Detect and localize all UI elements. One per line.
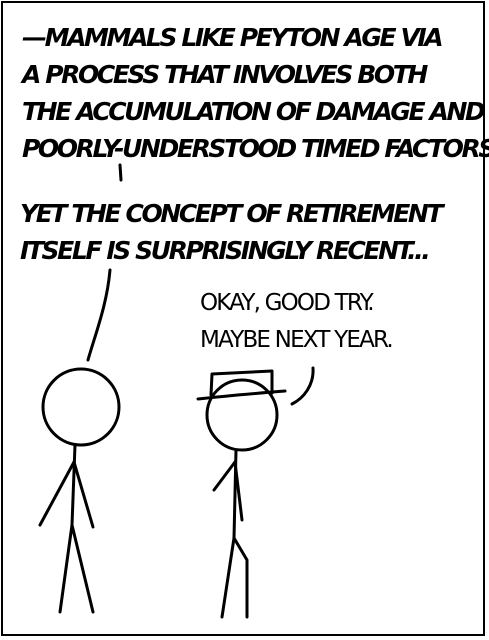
- speech-text-left-speaker: —Mammals like Peyton age via a process t…: [22, 19, 489, 167]
- speech-line: itself is surprisingly recent...: [20, 236, 431, 265]
- speech-text-left-speaker-continued: Yet the concept of retirement itself is …: [20, 195, 444, 269]
- right-figure-leg-left: [220, 536, 236, 619]
- speech-tail-right: [290, 366, 315, 406]
- left-figure-arm-left: [38, 460, 76, 527]
- hat-crown: [209, 369, 274, 397]
- speech-line: —Mammals like Peyton age via: [22, 23, 444, 52]
- right-stick-figure: [196, 369, 287, 619]
- left-figure-arm-right: [72, 460, 95, 529]
- speech-line: the accumulation of damage and: [22, 97, 486, 126]
- speech-connector-short: [118, 163, 123, 182]
- left-figure-head: [41, 367, 121, 447]
- right-figure-head: [205, 378, 279, 452]
- speech-line: Okay, good try.: [200, 290, 375, 316]
- speech-tail-left: [86, 268, 112, 362]
- left-figure-leg-left: [58, 523, 74, 614]
- speech-line: Yet the concept of retirement: [20, 199, 444, 228]
- left-figure-leg-right: [70, 523, 95, 614]
- speech-line: Maybe next year.: [200, 327, 394, 353]
- left-figure-body: [70, 443, 77, 527]
- speech-text-right-speaker: Okay, good try. Maybe next year.: [200, 285, 394, 359]
- right-figure-leg-right: [232, 536, 249, 619]
- hat-brim: [196, 389, 287, 401]
- speech-line: poorly-understood timed factors.: [22, 134, 489, 163]
- right-figure-arm-right: [233, 460, 244, 522]
- right-figure-arm-left: [212, 460, 237, 492]
- speech-line: a process that involves both: [22, 60, 428, 89]
- left-stick-figure: [38, 367, 121, 614]
